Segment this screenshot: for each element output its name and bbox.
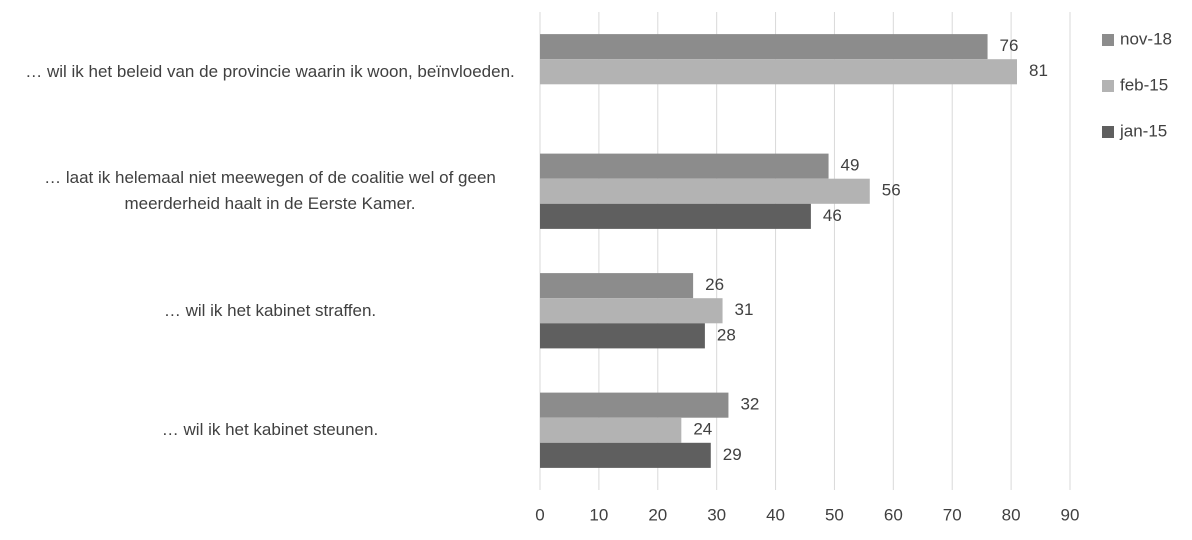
- bar: [540, 34, 988, 60]
- x-tick-label: 0: [535, 505, 544, 524]
- bar: [540, 203, 811, 229]
- value-label: 24: [693, 420, 712, 439]
- value-label: 46: [823, 206, 842, 225]
- bar: [540, 323, 705, 349]
- x-tick-label: 80: [1002, 505, 1021, 524]
- value-label: 31: [735, 300, 754, 319]
- value-label: 32: [740, 395, 759, 414]
- bar: [540, 417, 682, 443]
- bar: [540, 298, 723, 324]
- legend-label: feb-15: [1120, 75, 1168, 94]
- x-tick-label: 90: [1061, 505, 1080, 524]
- x-tick-label: 70: [943, 505, 962, 524]
- x-tick-label: 50: [825, 505, 844, 524]
- legend-swatch: [1102, 80, 1114, 92]
- x-tick-label: 10: [589, 505, 608, 524]
- category-label: … laat ik helemaal niet meewegen of de c…: [44, 168, 496, 214]
- value-label: 56: [882, 181, 901, 200]
- legend-swatch: [1102, 34, 1114, 46]
- value-label: 76: [1000, 36, 1019, 55]
- legend-label: jan-15: [1119, 121, 1167, 140]
- value-label: 49: [841, 156, 860, 175]
- x-tick-label: 60: [884, 505, 903, 524]
- bar: [540, 59, 1017, 85]
- bar: [540, 442, 711, 468]
- x-tick-label: 20: [648, 505, 667, 524]
- category-label: … wil ik het kabinet straffen.: [163, 300, 377, 320]
- value-label: 81: [1029, 61, 1048, 80]
- category-label: … wil ik het beleid van de provincie waa…: [25, 61, 515, 81]
- value-label: 29: [723, 445, 742, 464]
- bar: [540, 273, 694, 299]
- value-label: 26: [705, 275, 724, 294]
- value-label: 28: [717, 325, 736, 344]
- bar: [540, 153, 829, 179]
- bar: [540, 392, 729, 418]
- x-tick-label: 40: [766, 505, 785, 524]
- bar: [540, 178, 870, 204]
- legend-swatch: [1102, 126, 1114, 138]
- category-label: … wil ik het kabinet steunen.: [161, 420, 379, 440]
- legend-label: nov-18: [1120, 29, 1172, 48]
- x-tick-label: 30: [707, 505, 726, 524]
